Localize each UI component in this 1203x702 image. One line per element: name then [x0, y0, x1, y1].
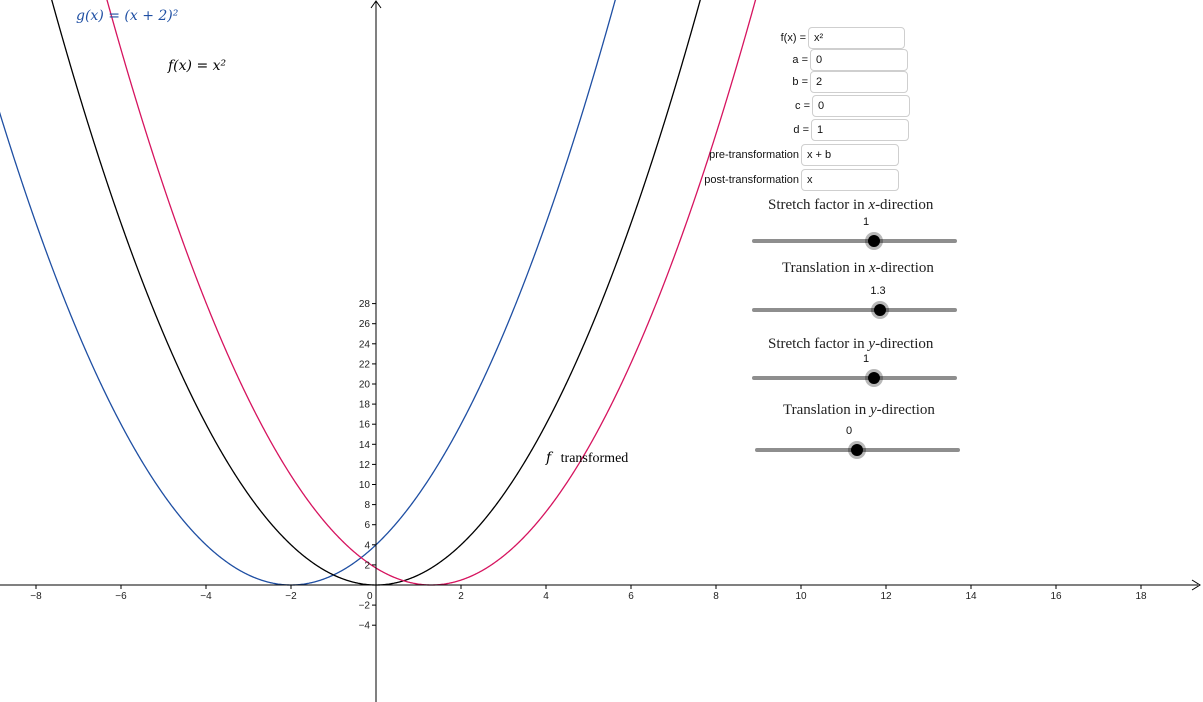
y-tick-label: 14	[359, 440, 371, 451]
field-b: b =	[740, 71, 908, 93]
x-axis-arrow-icon	[1191, 579, 1201, 591]
y-tick-label: 12	[359, 460, 371, 471]
y-tick-label: 4	[364, 540, 370, 551]
field-a: a =	[740, 49, 908, 71]
y-tick-label: 6	[364, 520, 370, 531]
y-tick-label: 2	[364, 560, 370, 571]
x-tick-label: 2	[458, 591, 464, 602]
field-d-label: d =	[793, 124, 809, 136]
c-input[interactable]	[812, 95, 910, 117]
field-fx-label: f(x) =	[780, 32, 806, 44]
slider-stretch-y-knob[interactable]	[868, 372, 880, 384]
x-tick-label: 14	[965, 591, 977, 602]
field-c-label: c =	[795, 100, 810, 112]
slider-translate-x-value: 1.3	[870, 285, 886, 297]
slider-translate-y-value: 0	[845, 425, 853, 437]
x-tick-label: −6	[115, 591, 127, 602]
y-tick-label: 26	[359, 319, 371, 330]
slider-translate-x-knob[interactable]	[874, 304, 886, 316]
y-tick-label: 8	[364, 500, 370, 511]
x-tick-label: −4	[200, 591, 212, 602]
x-tick-label: 4	[543, 591, 549, 602]
slider-stretch-y-track[interactable]	[752, 376, 957, 380]
slider-stretch-y-title: Stretch factor in y-direction	[768, 336, 934, 352]
curve-g[interactable]	[0, 0, 623, 586]
f-transformed-text: transformed	[561, 451, 629, 466]
y-tick-label: −2	[359, 601, 371, 612]
field-b-label: b =	[792, 76, 808, 88]
post-transformation-label: post-transformation	[704, 174, 799, 186]
function-curves	[0, 0, 764, 586]
x-tick-label: −2	[285, 591, 297, 602]
field-c: c =	[740, 95, 910, 117]
g-function-label: g(x) = (x + 2)²	[76, 8, 179, 24]
x-tick-label: 18	[1135, 591, 1147, 602]
x-tick-label: 10	[795, 591, 807, 602]
y-tick-label: 22	[359, 359, 371, 370]
post-transformation-input[interactable]	[801, 169, 899, 191]
field-post-transformation: post-transformation	[680, 169, 899, 191]
slider-stretch-x-knob[interactable]	[868, 235, 880, 247]
field-fx: f(x) =	[740, 27, 905, 49]
b-input[interactable]	[810, 71, 908, 93]
pre-transformation-label: pre-transformation	[709, 149, 799, 161]
pre-transformation-input[interactable]	[801, 144, 899, 166]
x-tick-label: 8	[713, 591, 719, 602]
slider-stretch-y-value: 1	[862, 353, 870, 365]
x-tick-label: 16	[1050, 591, 1062, 602]
field-pre-transformation: pre-transformation	[680, 144, 899, 166]
y-tick-label: 16	[359, 420, 371, 431]
axis-ticks: −8 −6 −4 −2 0 2 4 6 8 10 12 14 16 18−4−22468101214161…	[30, 299, 1147, 632]
x-tick-label: 12	[880, 591, 892, 602]
y-tick-label: 28	[359, 299, 371, 310]
slider-translate-x-track[interactable]	[752, 308, 957, 312]
x-tick-label: 6	[628, 591, 634, 602]
x-tick-label: −8	[30, 591, 42, 602]
y-tick-label: 20	[359, 380, 371, 391]
slider-stretch-x-track[interactable]	[752, 239, 957, 243]
fx-input[interactable]	[808, 27, 905, 49]
slider-translate-y-knob[interactable]	[851, 444, 863, 456]
f-transformed-symbol: f	[545, 450, 554, 466]
x-tick-label: 0	[367, 591, 373, 602]
slider-translate-x-title: Translation in x-direction	[782, 260, 934, 276]
slider-stretch-x-title: Stretch factor in x-direction	[768, 197, 934, 213]
y-axis-arrow-icon	[370, 0, 382, 9]
y-tick-label: 24	[359, 339, 371, 350]
y-tick-label: 18	[359, 400, 371, 411]
d-input[interactable]	[811, 119, 909, 141]
a-input[interactable]	[810, 49, 908, 71]
f-transformed-label: f transformed	[545, 449, 628, 466]
slider-stretch-x-value: 1	[862, 216, 870, 228]
y-tick-label: −4	[359, 621, 371, 632]
field-a-label: a =	[792, 54, 808, 66]
curve-f-transformed[interactable]	[99, 0, 764, 586]
y-tick-label: 10	[359, 480, 371, 491]
field-d: d =	[740, 119, 909, 141]
f-function-label: f(x) = x²	[167, 58, 227, 74]
slider-translate-y-title: Translation in y-direction	[783, 402, 935, 418]
